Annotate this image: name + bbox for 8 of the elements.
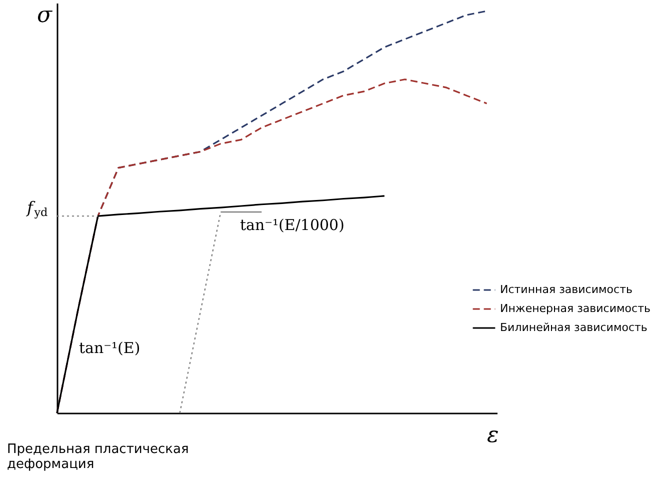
y-axis-title: σ (37, 3, 53, 28)
text: Предельная пластическая деформация (7, 442, 189, 472)
legend-label: Инженерная зависимость (500, 302, 650, 315)
annotation: tan⁻¹(E) (79, 339, 140, 357)
legend-label: Билинейная зависимость (500, 321, 648, 334)
annotation: tan⁻¹(E/1000) (240, 216, 344, 234)
x-axis-title: ε (487, 423, 499, 448)
legend-label: Истинная зависимость (500, 283, 632, 296)
